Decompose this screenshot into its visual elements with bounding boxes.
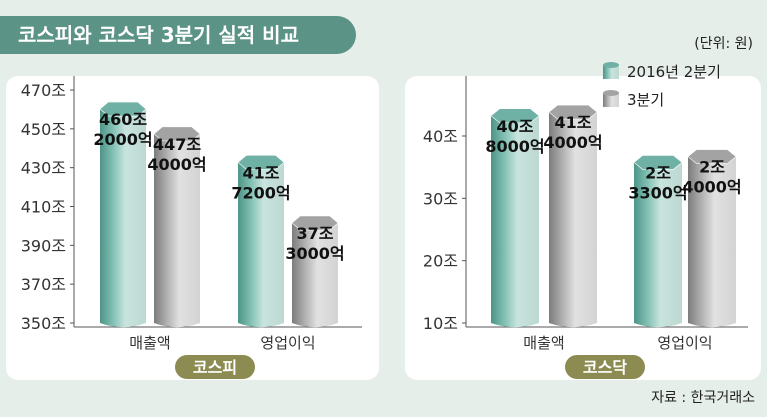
legend-swatch [603, 93, 619, 107]
bar [291, 215, 339, 328]
bar-top [490, 108, 540, 124]
y-tick-label: 30조 [423, 189, 458, 208]
y-tick-label: 450조 [21, 120, 66, 139]
data-label: 8000억 [485, 137, 544, 156]
category-label: 영업이익 [260, 334, 315, 352]
bar-body [154, 133, 200, 328]
bar [237, 155, 285, 328]
data-label: 4000억 [682, 178, 741, 197]
bar [633, 155, 683, 328]
data-label: 447조 [153, 135, 201, 154]
data-label: 41조 [555, 113, 592, 132]
legend-swatch [603, 65, 619, 79]
category-label: 영업이익 [657, 334, 712, 352]
bar [99, 101, 147, 328]
bar-top [291, 215, 339, 231]
legend-label: 3분기 [627, 91, 664, 109]
legend-swatch-top [603, 90, 619, 96]
bar [687, 149, 737, 328]
data-label: 4000억 [147, 155, 206, 174]
bar-top [153, 126, 201, 142]
bar [490, 108, 540, 328]
data-label: 2조 [645, 163, 671, 182]
data-label: 7200억 [231, 183, 290, 202]
data-label: 3000억 [285, 244, 344, 263]
y-tick-label: 350조 [21, 314, 66, 333]
bar-top [548, 104, 598, 120]
y-tick-label: 430조 [21, 159, 66, 178]
data-label: 3300억 [628, 183, 687, 202]
data-label: 40조 [497, 117, 534, 136]
bar-top [99, 101, 147, 117]
y-tick-label: 40조 [423, 127, 458, 146]
panel-label: 코스닥 [583, 358, 627, 377]
y-tick-label: 10조 [423, 314, 458, 333]
data-label: 41조 [243, 163, 280, 182]
bar-body [100, 109, 146, 328]
bar-top [237, 155, 285, 170]
bar-body [688, 156, 736, 328]
source-note: 자료 : 한국거래소 [651, 390, 755, 406]
data-label: 37조 [297, 224, 334, 243]
y-tick-label: 410조 [21, 198, 66, 217]
bar-body [634, 162, 682, 328]
bar [548, 104, 598, 328]
unit-label: (단위: 원) [694, 36, 753, 52]
legend-label: 2016년 2분기 [627, 63, 721, 81]
bar-body [292, 222, 338, 328]
bar-body [549, 112, 597, 328]
data-label: 4000억 [543, 133, 602, 152]
data-label: 460조 [99, 110, 147, 129]
page-title: 코스피와 코스닥 3분기 실적 비교 [0, 16, 356, 54]
panel-label-pill [565, 355, 645, 379]
y-tick-label: 390조 [21, 236, 66, 255]
data-label: 2000억 [93, 130, 152, 149]
category-label: 매출액 [129, 334, 170, 352]
bar-body [491, 115, 539, 328]
y-tick-label: 470조 [21, 81, 66, 100]
panel-label: 코스피 [193, 358, 237, 377]
y-tick-label: 20조 [423, 252, 458, 271]
category-label: 매출액 [523, 334, 564, 352]
bar [153, 126, 201, 328]
y-tick-label: 370조 [21, 275, 66, 294]
bar-top [633, 155, 683, 170]
panel-label-pill [175, 355, 255, 379]
data-label: 2조 [699, 158, 725, 177]
legend-swatch-top [603, 62, 619, 68]
bar-top [687, 149, 737, 164]
bar-body [238, 162, 284, 328]
